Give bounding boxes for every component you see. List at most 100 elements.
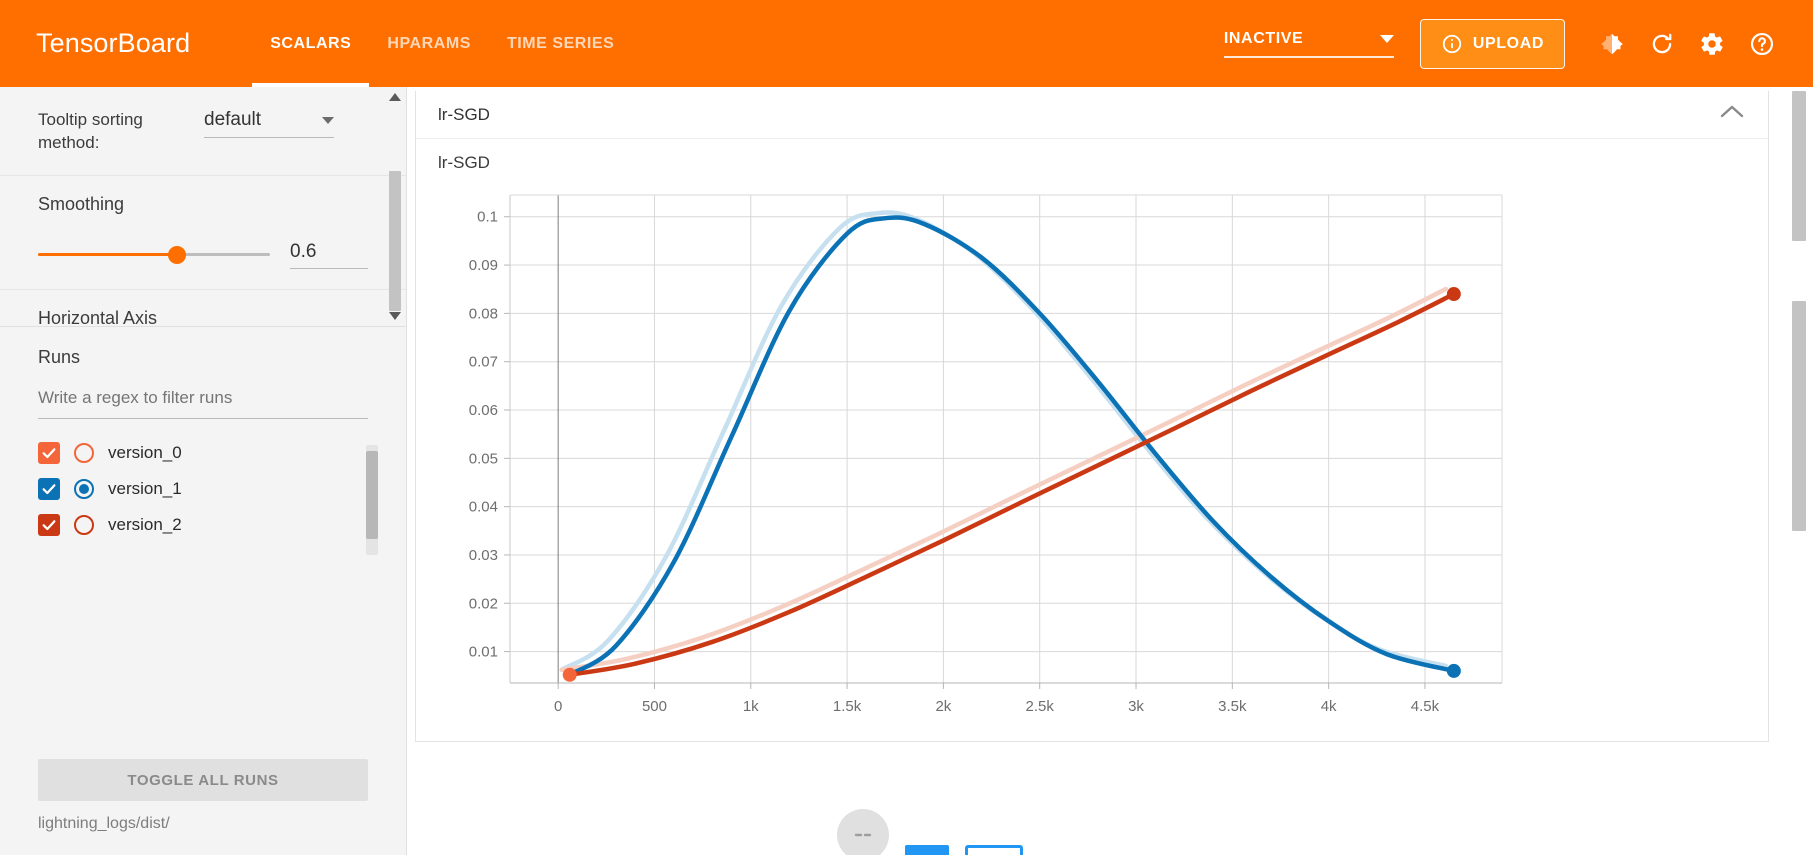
- check-icon: [42, 448, 56, 459]
- svg-text:3.5k: 3.5k: [1218, 698, 1247, 715]
- tab-hparams-label: HPARAMS: [387, 34, 471, 52]
- main-scrollbar[interactable]: [1791, 91, 1807, 851]
- upload-button[interactable]: UPLOAD: [1419, 18, 1565, 69]
- runs-scrollbar[interactable]: [366, 445, 378, 555]
- slider-fill: [38, 252, 178, 256]
- run-radio[interactable]: [74, 479, 94, 499]
- scroll-up-icon[interactable]: [389, 93, 401, 101]
- reload-status-value: INACTIVE: [1223, 29, 1304, 47]
- svg-text:4k: 4k: [1321, 698, 1337, 715]
- svg-text:4.5k: 4.5k: [1411, 698, 1440, 715]
- run-label: version_2: [108, 515, 182, 534]
- svg-text:0.03: 0.03: [469, 547, 498, 564]
- horizontal-axis-row: Horizontal Axis STEP RELATIVE WALL: [0, 290, 406, 327]
- scroll-down-icon[interactable]: [389, 312, 401, 320]
- svg-text:0.06: 0.06: [469, 402, 498, 419]
- horizontal-axis-label: Horizontal Axis: [38, 307, 158, 327]
- svg-text:2k: 2k: [935, 698, 951, 715]
- data-download-button[interactable]: [905, 845, 949, 855]
- app-body: Tooltip sorting method: default Smoothin…: [0, 87, 1813, 855]
- svg-text:3k: 3k: [1128, 698, 1144, 715]
- run-item-version-0[interactable]: version_0: [38, 435, 368, 471]
- svg-text:0.1: 0.1: [477, 209, 498, 226]
- svg-text:2.5k: 2.5k: [1026, 698, 1055, 715]
- svg-text:1.5k: 1.5k: [833, 698, 862, 715]
- tooltip-sorting-label: Tooltip sorting method:: [38, 110, 143, 152]
- run-label: version_1: [108, 479, 182, 498]
- card-header: lr-SGD: [416, 91, 1768, 139]
- brightness-icon[interactable]: [1587, 19, 1637, 69]
- refresh-icon[interactable]: [1637, 19, 1687, 69]
- chevron-down-icon: [1379, 34, 1394, 43]
- check-icon: [42, 484, 56, 495]
- runs-filter-input[interactable]: [38, 388, 368, 419]
- tab-scalars[interactable]: SCALARS: [252, 0, 370, 87]
- header-actions: INACTIVE UPLOAD: [1223, 18, 1813, 69]
- chevron-up-icon[interactable]: [1718, 103, 1746, 126]
- check-icon: [42, 520, 56, 531]
- toggle-all-runs-label: TOGGLE ALL RUNS: [127, 771, 279, 789]
- chart-container: lr-SGD 0.01 0.02 0.03 0.04 0.05 0.06 0.07 0.08 0…: [416, 139, 1768, 741]
- pin-button[interactable]: [965, 845, 1023, 855]
- smoothing-slider[interactable]: [38, 245, 270, 264]
- scrollbar-thumb[interactable]: [366, 451, 378, 539]
- gear-icon[interactable]: [1687, 19, 1737, 69]
- main-content: lr-SGD lr-SGD 0.01 0.02 0.03 0.04 0.05 0.06 0.…: [407, 87, 1813, 855]
- run-checkbox[interactable]: [38, 514, 60, 536]
- runs-section: Runs version_0 version: [0, 327, 406, 753]
- svg-text:1k: 1k: [743, 698, 759, 715]
- run-label: version_0: [108, 443, 182, 462]
- svg-text:0.09: 0.09: [469, 257, 498, 274]
- app-header: TensorBoard SCALARS HPARAMS TIME SERIES …: [0, 0, 1813, 87]
- chart-svg: 0.01 0.02 0.03 0.04 0.05 0.06 0.07 0.08 0.09 0.1 0…: [469, 194, 1503, 715]
- info-icon: [1442, 34, 1462, 53]
- main-tabs: SCALARS HPARAMS TIME SERIES: [252, 0, 632, 87]
- tab-time-series[interactable]: TIME SERIES: [489, 0, 632, 87]
- run-radio[interactable]: [74, 515, 94, 535]
- app-brand: TensorBoard: [36, 28, 191, 58]
- scalar-card: lr-SGD lr-SGD 0.01 0.02 0.03 0.04 0.05 0.06 0.…: [415, 91, 1769, 855]
- svg-text:0.04: 0.04: [469, 499, 498, 516]
- chart-title: lr-SGD: [438, 153, 490, 172]
- help-icon[interactable]: [1737, 19, 1787, 69]
- expand-button[interactable]: [837, 809, 889, 855]
- svg-text:0.01: 0.01: [469, 644, 498, 661]
- svg-text:0.02: 0.02: [469, 595, 498, 612]
- tab-scalars-label: SCALARS: [270, 34, 352, 52]
- run-item-version-2[interactable]: version_2: [38, 507, 368, 543]
- slider-knob[interactable]: [168, 245, 187, 264]
- svg-text:0.05: 0.05: [469, 450, 498, 467]
- svg-text:0.08: 0.08: [469, 305, 498, 322]
- reload-status-select[interactable]: INACTIVE: [1223, 29, 1394, 58]
- smoothing-input[interactable]: 0.6: [290, 241, 368, 269]
- run-item-version-1[interactable]: version_1: [38, 471, 368, 507]
- svg-text:0.07: 0.07: [469, 354, 498, 371]
- run-checkbox[interactable]: [38, 478, 60, 500]
- card-title: lr-SGD: [438, 104, 490, 124]
- toggle-all-runs-button[interactable]: TOGGLE ALL RUNS: [38, 759, 368, 801]
- settings-scrollbar[interactable]: [388, 93, 402, 320]
- tab-time-series-label: TIME SERIES: [506, 34, 615, 52]
- scrollbar-thumb[interactable]: [1792, 91, 1806, 241]
- chart-plot[interactable]: 0.01 0.02 0.03 0.04 0.05 0.06 0.07 0.08 0.09 0.1 0…: [438, 181, 1538, 741]
- chart-toolbar: [837, 809, 1023, 855]
- sidebar: Tooltip sorting method: default Smoothin…: [0, 87, 407, 855]
- smoothing-row: Smoothing 0.6: [0, 176, 406, 290]
- settings-pane: Tooltip sorting method: default Smoothin…: [0, 87, 406, 327]
- run-radio[interactable]: [74, 443, 94, 463]
- runs-list: version_0 version_1 version_: [38, 435, 368, 543]
- smoothing-label: Smoothing: [38, 193, 125, 214]
- tooltip-sorting-row: Tooltip sorting method: default: [0, 87, 406, 176]
- svg-text:0: 0: [554, 698, 562, 715]
- run-checkbox[interactable]: [38, 442, 60, 464]
- tooltip-sorting-value: default: [204, 109, 262, 130]
- scrollbar-thumb-2[interactable]: [1792, 301, 1806, 531]
- scrollbar-thumb[interactable]: [389, 171, 401, 311]
- runs-title: Runs: [38, 347, 81, 367]
- tab-hparams[interactable]: HPARAMS: [369, 0, 489, 87]
- dash-icon: [854, 833, 872, 837]
- upload-button-label: UPLOAD: [1472, 34, 1544, 52]
- logdir-path: lightning_logs/dist/: [38, 815, 170, 832]
- svg-text:500: 500: [642, 698, 667, 715]
- tooltip-sorting-select[interactable]: default: [204, 109, 334, 138]
